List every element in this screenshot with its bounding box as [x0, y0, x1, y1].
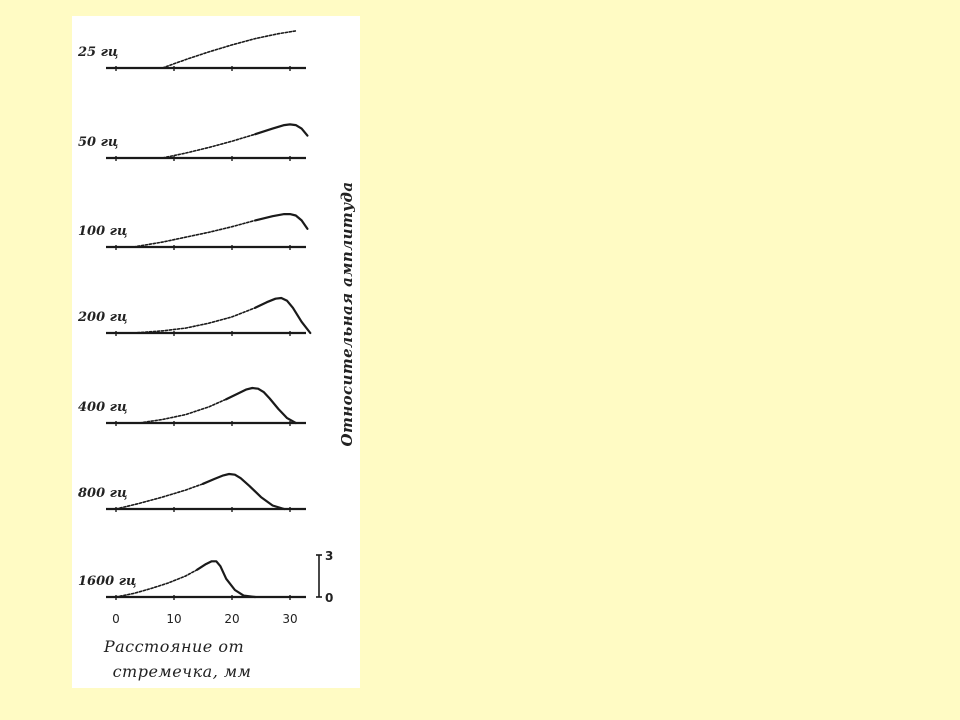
curve-dotted — [161, 30, 297, 69]
stacked-amplitude-chart: 25 гц 50 гц 100 гц 200 гц 400 гц 800 гц 1600 г… — [77, 30, 356, 681]
series-label: 50 гц — [78, 135, 118, 150]
curve-dotted — [138, 398, 227, 424]
curve-dotted — [115, 483, 204, 510]
panel-4: 200 гц — [77, 296, 312, 336]
curve-solid — [254, 296, 312, 335]
series-label: 800 гц — [78, 486, 127, 501]
x-axis-title-line1: Расстояние от — [103, 637, 244, 656]
figure-panel: 25 гц 50 гц 100 гц 200 гц 400 гц 800 гц 1600 г… — [72, 16, 360, 688]
series-label: 400 гц — [78, 400, 127, 415]
curve-dotted — [132, 307, 256, 334]
x-tick-label: 10 — [166, 612, 181, 626]
panel-7: 1600 гц — [78, 560, 306, 600]
panel-6: 800 гц — [78, 472, 306, 512]
x-tick-label: 0 — [112, 612, 120, 626]
curve-dotted — [115, 568, 198, 598]
series-label: 25 гц — [77, 45, 118, 60]
curve-dotted — [132, 219, 256, 248]
x-tick-label: 30 — [282, 612, 297, 626]
y-axis-title: Относительная амплитуда — [338, 182, 356, 447]
x-axis-title-line2: стремечка, мм — [113, 662, 252, 681]
series-label: 100 гц — [78, 224, 127, 239]
series-label: 200 гц — [77, 310, 127, 325]
scale-label-top: 3 — [325, 549, 333, 563]
panel-1: 25 гц — [77, 30, 306, 71]
panel-2: 50 гц — [78, 123, 309, 161]
curve-solid — [254, 123, 309, 137]
x-tick-label: 20 — [224, 612, 239, 626]
series-label: 1600 гц — [78, 574, 136, 589]
curve-solid — [254, 213, 309, 230]
curve-solid — [196, 560, 257, 599]
curve-dotted — [161, 133, 256, 159]
panel-3: 100 гц — [78, 213, 309, 250]
curve-solid — [225, 386, 297, 425]
curve-solid — [201, 472, 286, 511]
scale-label-bottom: 0 — [325, 591, 333, 605]
panel-5: 400 гц — [78, 386, 306, 426]
